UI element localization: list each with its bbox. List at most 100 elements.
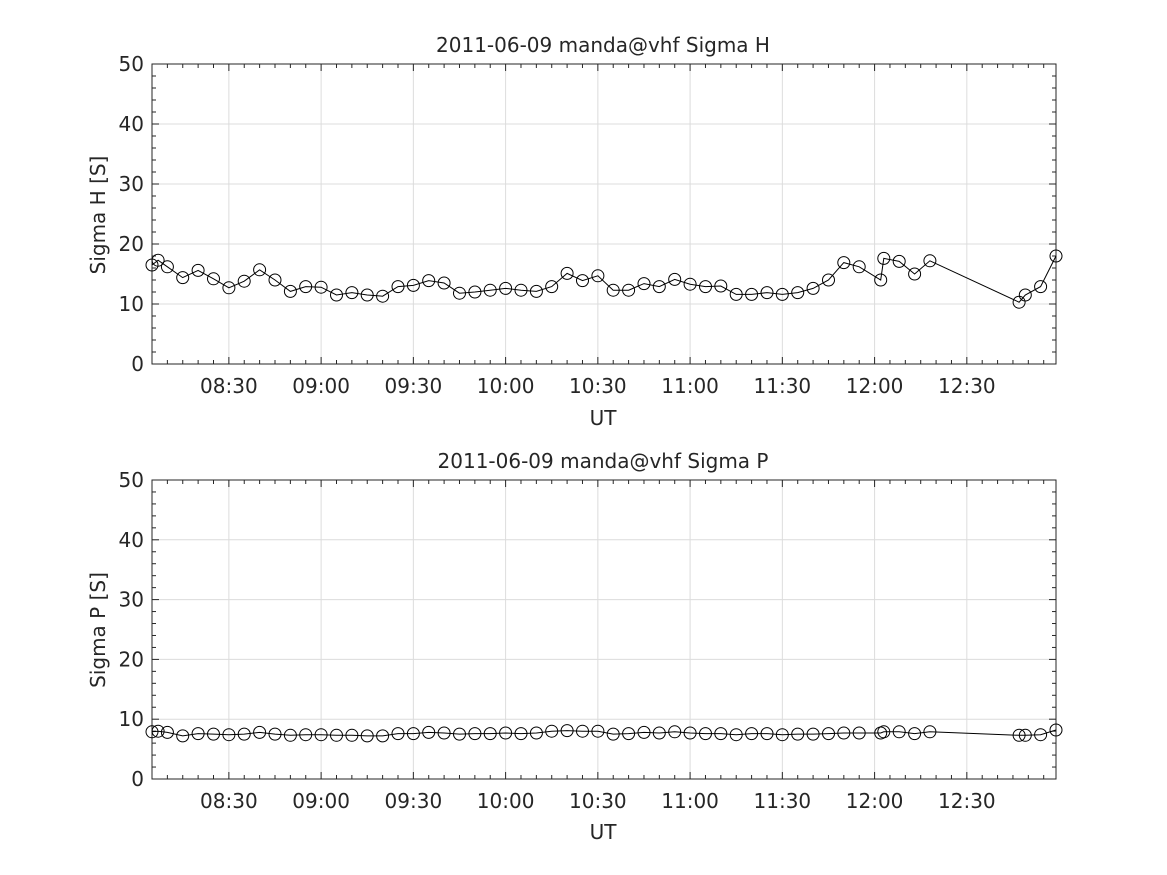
y-tick-label: 0 [131, 767, 144, 791]
data-point [877, 725, 891, 739]
data-point [760, 286, 774, 300]
data-point [576, 724, 589, 738]
data-point [437, 726, 451, 740]
x-tick-label: 10:30 [569, 374, 627, 398]
data-point [729, 287, 743, 301]
data-point [683, 726, 697, 740]
y-tick-label: 30 [119, 588, 144, 612]
y-tick-label: 10 [119, 292, 144, 316]
x-tick-label: 09:30 [385, 374, 443, 398]
x-tick-label: 11:00 [661, 374, 719, 398]
data-point [923, 725, 937, 739]
data-point [877, 251, 891, 265]
data-point [806, 727, 820, 741]
data-point [652, 280, 666, 294]
data-point [268, 727, 282, 741]
data-point [637, 725, 651, 739]
data-point [222, 281, 236, 295]
x-tick-label: 09:00 [292, 789, 350, 813]
data-point [806, 281, 820, 295]
chart-sigma-p: 2011-06-09 manda@vhf Sigma P UT Sigma P … [86, 449, 1063, 844]
data-point [1034, 280, 1048, 294]
data-point [745, 287, 759, 301]
data-point [791, 727, 805, 741]
axes: 0 10 20 30 40 50 08:30 09:00 09:30 10:00 10:30 11:0… [119, 52, 1057, 398]
data-point [545, 724, 559, 738]
data-point [852, 726, 866, 740]
data-point [330, 728, 343, 742]
axes: 0 10 20 30 40 50 08:30 09:00 09:30 10:00 10:30 11:0… [119, 468, 1057, 813]
data-point [545, 280, 559, 294]
y-tick-label: 20 [119, 232, 144, 256]
data-point [652, 726, 666, 740]
data-point [591, 269, 605, 283]
x-tick-label: 11:00 [661, 789, 719, 813]
data-point [791, 286, 805, 300]
data-point [622, 727, 636, 741]
data-point [714, 727, 728, 741]
data-point [191, 727, 205, 741]
y-tick-label: 40 [119, 112, 144, 136]
data-point [160, 260, 174, 274]
series-markers [145, 249, 1063, 309]
x-tick-label: 12:00 [846, 789, 904, 813]
data-point [591, 724, 605, 738]
series-line [151, 255, 1057, 303]
data-point [729, 728, 743, 742]
data-point [406, 727, 420, 741]
data-point [160, 725, 174, 739]
data-point [422, 725, 436, 739]
data-point [176, 271, 190, 285]
data-point [468, 727, 482, 741]
data-point [699, 280, 712, 294]
data-point [1049, 249, 1063, 263]
data-point [529, 284, 543, 298]
data-point [560, 724, 574, 738]
y-tick-label: 0 [131, 352, 144, 376]
x-tick-label: 09:00 [292, 374, 350, 398]
data-point [330, 288, 343, 302]
data-point [775, 287, 789, 301]
data-point [345, 728, 359, 742]
data-point [360, 288, 374, 302]
data-point [299, 280, 313, 294]
data-point [483, 283, 497, 297]
data-point [406, 278, 420, 292]
x-tick-label: 11:30 [754, 374, 812, 398]
x-tick-label: 08:30 [200, 789, 258, 813]
data-point [299, 728, 313, 742]
data-point [699, 727, 712, 741]
data-point [822, 727, 835, 741]
data-point [499, 726, 513, 740]
data-point [514, 283, 528, 297]
chart-title: 2011-06-09 manda@vhf Sigma H [436, 33, 770, 57]
x-tick-label: 10:00 [477, 789, 535, 813]
x-axis-label: UT [590, 820, 618, 844]
y-tick-label: 40 [119, 528, 144, 552]
data-point [908, 727, 922, 741]
y-tick-label: 10 [119, 707, 144, 731]
data-point [874, 273, 888, 287]
series-line [151, 729, 1057, 737]
data-point [360, 729, 374, 743]
data-point [314, 728, 328, 742]
x-tick-label: 10:00 [477, 374, 535, 398]
series-markers [145, 723, 1063, 743]
data-point [314, 280, 328, 294]
data-point [1018, 728, 1032, 742]
data-point [345, 286, 359, 300]
data-point [837, 726, 851, 740]
x-axis-label: UT [590, 406, 618, 430]
data-point [237, 727, 251, 741]
data-point [222, 728, 236, 742]
y-axis-label: Sigma H [S] [86, 156, 110, 275]
data-point [499, 281, 513, 295]
data-point [191, 263, 205, 277]
chart-sigma-h: 2011-06-09 manda@vhf Sigma H UT Sigma H … [86, 33, 1063, 430]
data-point [714, 279, 728, 293]
data-point [576, 274, 589, 288]
data-point [908, 267, 922, 281]
data-point [637, 277, 651, 291]
x-tick-label: 11:30 [754, 789, 812, 813]
